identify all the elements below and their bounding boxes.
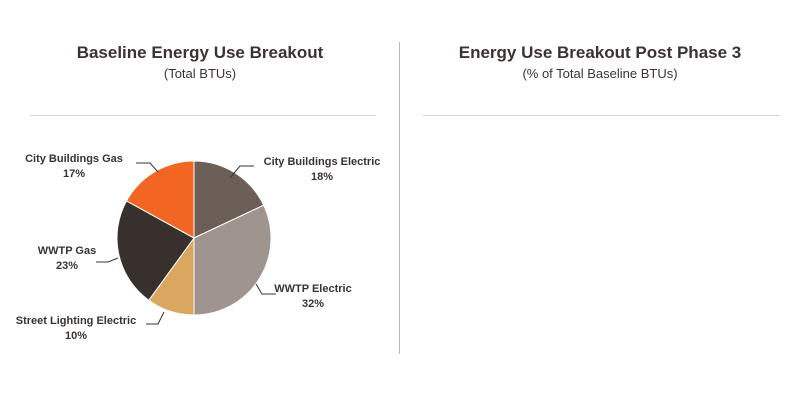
- leader-line-city-buildings-electric: [229, 165, 254, 179]
- panel-divider: [399, 42, 400, 354]
- post-phase3-pie-chart: City Buildings Electric0%WWTP Electric1%…: [400, 0, 800, 400]
- leader-line-wwtp-electric: [255, 283, 276, 295]
- chart-title: Baseline Energy Use Breakout: [76, 43, 324, 62]
- slice-label-street-lighting-electric: Street Lighting Electric: [16, 315, 136, 327]
- leader-line-street-lighting-electric: [146, 311, 165, 325]
- slice-value-city-buildings-electric: 18%: [311, 171, 333, 183]
- post-phase3-panel: Energy Use Breakout Post Phase 3 (% of T…: [400, 0, 800, 400]
- slice-label-wwtp-gas: WWTP Gas: [38, 245, 96, 257]
- slice-value-wwtp-electric: 32%: [302, 298, 324, 310]
- baseline-panel: Baseline Energy Use Breakout (Total BTUs…: [16, 43, 381, 342]
- pie-slice-city-buildings-electric: [193, 160, 265, 239]
- title-rule: [30, 115, 376, 116]
- leader-line-city-buildings-gas: [136, 162, 159, 173]
- slice-value-street-lighting-electric: 10%: [65, 330, 87, 342]
- baseline-pie-chart: City Buildings Electric 18% WWTP Electric 3…: [16, 153, 381, 342]
- chart-title: Energy Use Breakout Post Phase 3: [458, 43, 742, 62]
- pie-slice-city-buildings-gas: [125, 160, 195, 239]
- slice-value-wwtp-gas: 23%: [56, 260, 78, 272]
- slice-label-city-buildings-electric: City Buildings Electric: [264, 156, 381, 168]
- slice-value-city-buildings-gas: 17%: [63, 168, 85, 180]
- title-rule: [423, 115, 780, 116]
- slice-label-wwtp-electric: WWTP Electric: [274, 283, 351, 295]
- pie-slice-wwtp-gas: [116, 200, 195, 301]
- chart-subtitle: (Total BTUs): [163, 66, 237, 81]
- slice-label-city-buildings-gas: City Buildings Gas: [25, 153, 123, 165]
- chart-subtitle: (% of Total Baseline BTUs): [522, 66, 678, 81]
- leader-line-wwtp-gas: [96, 257, 119, 263]
- pie-slice-wwtp-electric: [193, 204, 272, 316]
